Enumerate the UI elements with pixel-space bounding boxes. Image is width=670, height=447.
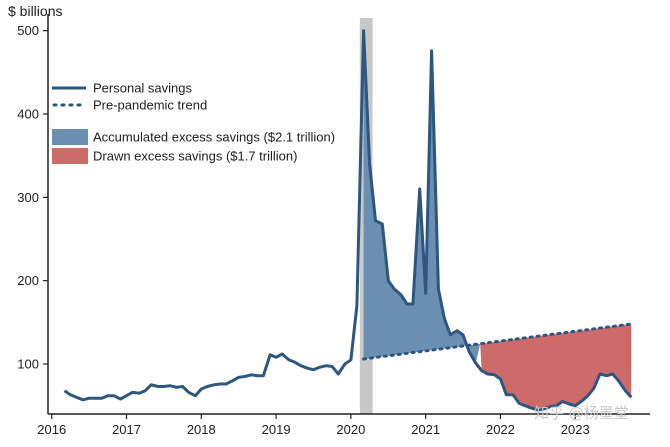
- x-tick-label: 2016: [37, 422, 66, 437]
- y-tick-label: 200: [17, 273, 39, 288]
- x-tick-label: 2018: [187, 422, 216, 437]
- x-tick-label: 2020: [336, 422, 365, 437]
- series-layer: [63, 29, 633, 412]
- axis-layer: 100 200 300 400 500 2016 2017 2018 2019 2020 2021 2…: [17, 14, 650, 437]
- legend: Personal savings Pre-pandemic trend Accumu…: [52, 81, 335, 164]
- legend-swatch-blue: [52, 129, 88, 145]
- legend-label: Drawn excess savings ($1.7 trillion): [93, 149, 297, 164]
- x-tick-label: 2017: [112, 422, 141, 437]
- legend-label: Personal savings: [93, 81, 192, 96]
- y-tick-label: 500: [17, 23, 39, 38]
- y-tick-label: 400: [17, 107, 39, 122]
- legend-label: Accumulated excess savings ($2.1 trillio…: [93, 130, 335, 145]
- x-tick-label: 2023: [561, 422, 590, 437]
- y-tick-label: 100: [17, 357, 39, 372]
- y-axis-label: $ billions: [8, 3, 62, 19]
- y-tick-label: 300: [17, 190, 39, 205]
- pre-pandemic-trend-line: [362, 322, 633, 361]
- x-tick-label: 2019: [262, 422, 291, 437]
- legend-label: Pre-pandemic trend: [93, 98, 207, 113]
- watermark: 知乎 @杨墨堂: [534, 404, 629, 422]
- personal-savings-line: [63, 29, 633, 412]
- fill-layer: [363, 30, 632, 410]
- x-tick-label: 2021: [411, 422, 440, 437]
- drawn-excess-area: [480, 324, 632, 410]
- legend-swatch-red: [52, 148, 88, 164]
- accumulated-excess-area: [363, 30, 481, 364]
- x-tick-label: 2022: [486, 422, 515, 437]
